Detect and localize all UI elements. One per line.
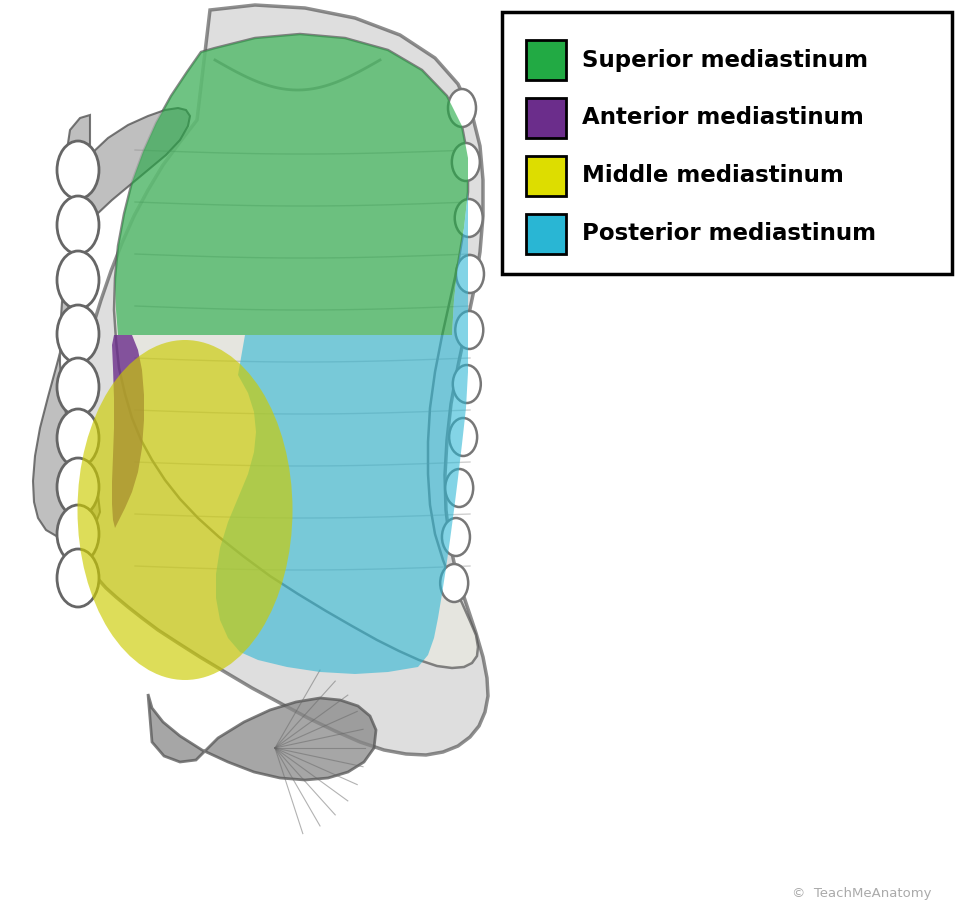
Polygon shape [33,108,190,538]
Bar [526,156,566,196]
Ellipse shape [440,564,469,602]
Ellipse shape [57,251,99,309]
Polygon shape [216,192,468,674]
Bar [502,12,952,274]
Text: Middle mediastinum: Middle mediastinum [582,165,844,188]
Ellipse shape [57,196,99,254]
Ellipse shape [455,199,483,237]
Ellipse shape [449,418,477,456]
Ellipse shape [57,305,99,363]
Polygon shape [148,694,376,780]
Polygon shape [112,335,144,528]
Ellipse shape [57,505,99,563]
Text: Superior mediastinum: Superior mediastinum [582,49,868,71]
Polygon shape [114,34,478,668]
Ellipse shape [57,409,99,467]
Ellipse shape [455,311,483,349]
Ellipse shape [442,518,469,556]
Ellipse shape [57,549,99,607]
Text: ©  TeachMeAnatomy: © TeachMeAnatomy [792,887,932,900]
Bar [526,98,566,138]
Ellipse shape [456,255,484,293]
Bar [526,40,566,80]
Text: Posterior mediastinum: Posterior mediastinum [582,223,876,245]
Polygon shape [115,34,468,335]
Ellipse shape [445,469,473,507]
Ellipse shape [452,143,480,181]
Text: Anterior mediastinum: Anterior mediastinum [582,106,863,129]
Ellipse shape [448,89,476,127]
Ellipse shape [77,340,292,680]
Polygon shape [68,5,488,755]
Ellipse shape [57,141,99,199]
Ellipse shape [57,358,99,416]
Ellipse shape [57,458,99,516]
Bar [526,214,566,254]
Ellipse shape [453,365,481,403]
